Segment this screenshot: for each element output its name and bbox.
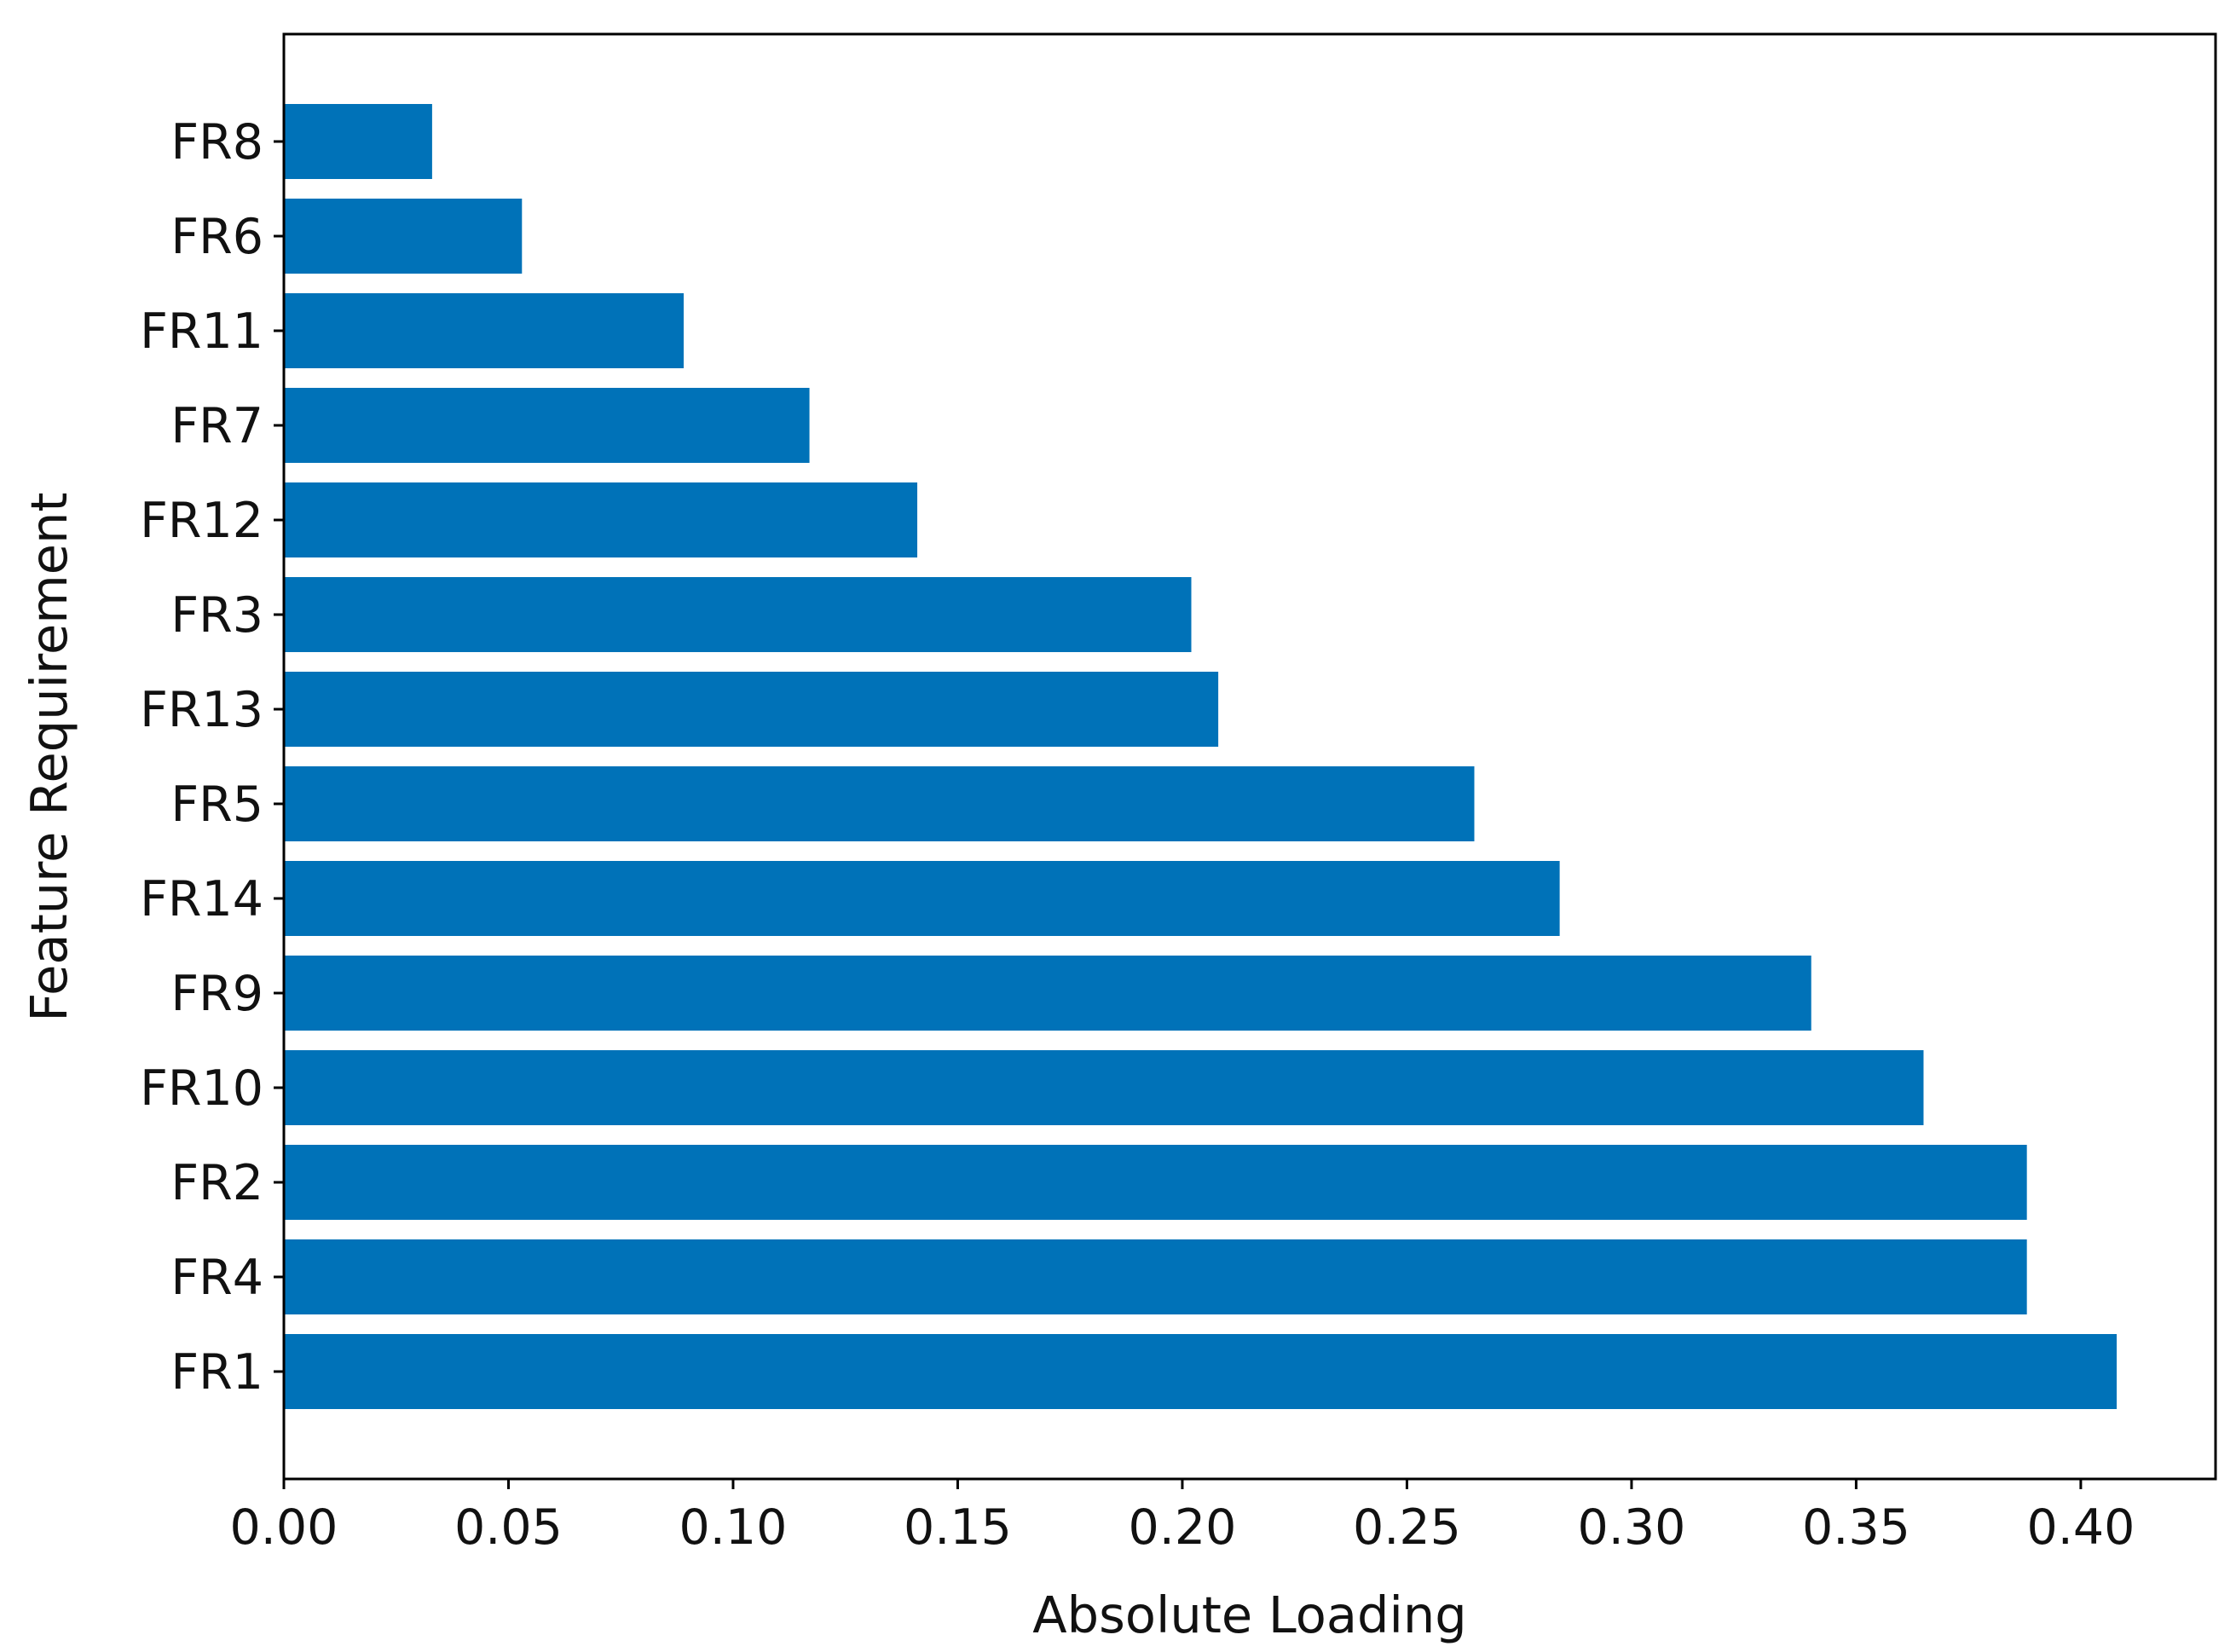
x-tick-label: 0.25 <box>1353 1499 1461 1556</box>
bar-fr4 <box>284 1239 2027 1314</box>
x-axis-label: Absolute Loading <box>1032 1586 1466 1644</box>
y-tick-label: FR14 <box>140 871 263 927</box>
x-axis: 0.00 0.05 0.10 0.15 0.20 0.25 0.30 0.35 0.40 <box>230 1479 2135 1556</box>
bar-fr2 <box>284 1145 2027 1220</box>
plot-frame <box>282 32 2217 1481</box>
y-tick-label: FR4 <box>170 1250 263 1306</box>
x-tick-label: 0.35 <box>1802 1499 1910 1556</box>
bar-fr5 <box>284 766 1475 841</box>
x-tick-label: 0.40 <box>2026 1499 2135 1556</box>
y-tick-label: FR12 <box>140 493 263 549</box>
bar-fr1 <box>284 1334 2118 1409</box>
x-tick-label: 0.20 <box>1128 1499 1236 1556</box>
y-tick-label: FR7 <box>170 398 263 454</box>
y-tick-label: FR1 <box>170 1344 263 1401</box>
bars-layer <box>284 104 2118 1409</box>
y-tick-label: FR2 <box>170 1155 263 1211</box>
bar-fr6 <box>284 199 523 274</box>
x-tick-label: 0.30 <box>1577 1499 1685 1556</box>
y-tick-label: FR6 <box>170 209 263 265</box>
bar-fr9 <box>284 956 1811 1031</box>
bar-fr8 <box>284 104 432 179</box>
y-tick-label: FR8 <box>170 114 263 170</box>
x-tick-label: 0.00 <box>230 1499 338 1556</box>
y-tick-label: FR11 <box>140 303 263 360</box>
bar-fr7 <box>284 388 810 463</box>
bar-fr10 <box>284 1050 1924 1125</box>
y-tick-label: FR3 <box>170 587 263 644</box>
bar-fr14 <box>284 861 1560 936</box>
y-tick-label: FR5 <box>170 777 263 833</box>
bar-fr11 <box>284 293 685 368</box>
bar-fr12 <box>284 482 918 557</box>
x-tick-label: 0.15 <box>904 1499 1012 1556</box>
bar-fr13 <box>284 672 1219 747</box>
y-axis: FR1 FR4 FR2 FR10 FR9 FR14 FR5 FR13 FR3 FR12 FR7 FR1… <box>140 114 284 1401</box>
x-tick-label: 0.10 <box>679 1499 788 1556</box>
y-tick-label: FR13 <box>140 682 263 738</box>
y-tick-label: FR10 <box>140 1060 263 1117</box>
y-axis-label: Feature Requirement <box>20 492 78 1021</box>
x-tick-label: 0.05 <box>454 1499 563 1556</box>
y-tick-label: FR9 <box>170 966 263 1022</box>
bar-fr3 <box>284 577 1192 652</box>
